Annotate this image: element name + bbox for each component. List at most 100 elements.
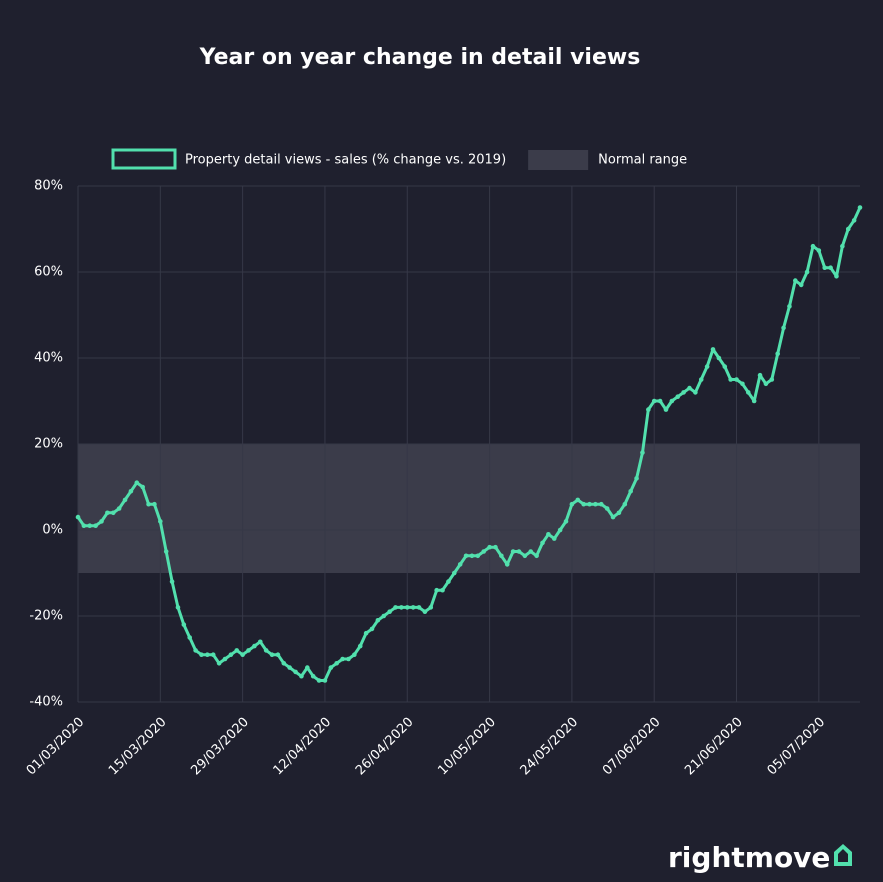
data-point <box>840 243 845 249</box>
data-point <box>452 570 457 576</box>
data-point <box>222 656 228 662</box>
data-point <box>146 501 151 507</box>
data-point <box>769 377 775 382</box>
data-point <box>257 639 263 645</box>
data-point <box>828 265 833 271</box>
y-tick-label: 40% <box>34 351 63 366</box>
data-point <box>693 390 698 395</box>
data-point <box>763 381 769 387</box>
data-point <box>134 480 140 486</box>
data-point <box>387 609 392 614</box>
data-point <box>334 661 340 666</box>
data-point <box>751 398 757 404</box>
data-point <box>193 648 198 653</box>
data-point <box>340 656 345 662</box>
data-point <box>722 364 728 369</box>
data-point <box>734 377 739 382</box>
data-point <box>346 656 351 662</box>
data-point <box>246 648 251 653</box>
data-point <box>757 372 763 378</box>
data-point <box>375 618 381 623</box>
data-point <box>646 407 651 412</box>
data-point <box>75 514 81 520</box>
data-point <box>469 553 475 559</box>
data-point <box>422 609 428 614</box>
data-point <box>305 665 310 670</box>
data-point <box>669 398 675 404</box>
data-point <box>745 390 751 395</box>
data-point <box>551 536 557 541</box>
data-point <box>499 553 504 559</box>
data-point <box>704 364 710 369</box>
data-point <box>634 476 639 481</box>
y-tick-label: 20% <box>34 437 63 452</box>
data-point <box>681 390 686 395</box>
data-point <box>628 489 633 494</box>
data-point <box>152 501 157 507</box>
data-point <box>557 527 563 533</box>
data-point <box>216 661 222 666</box>
data-point <box>522 553 528 559</box>
data-point <box>651 398 657 404</box>
data-point <box>428 605 434 610</box>
brand-logo: rightmove <box>668 841 830 874</box>
data-point <box>534 553 539 559</box>
data-point <box>457 562 463 567</box>
data-point <box>581 501 586 507</box>
data-point <box>140 484 145 490</box>
data-point <box>687 385 692 391</box>
data-point <box>440 587 445 593</box>
data-point <box>87 523 93 528</box>
data-point <box>369 626 375 632</box>
data-point <box>793 278 798 283</box>
data-point <box>181 622 187 627</box>
data-point <box>122 497 128 503</box>
data-point <box>163 549 169 554</box>
data-point <box>851 218 857 223</box>
data-point <box>710 347 716 352</box>
data-point <box>293 669 298 675</box>
data-point <box>128 489 134 494</box>
data-point <box>516 549 522 554</box>
data-point <box>510 549 516 554</box>
data-point <box>740 381 745 387</box>
data-point <box>210 652 216 657</box>
data-point <box>169 579 175 584</box>
data-point <box>357 643 363 649</box>
data-point <box>610 514 616 520</box>
data-point <box>798 282 804 288</box>
data-point <box>504 562 510 567</box>
data-point <box>263 648 269 653</box>
data-point <box>275 652 281 657</box>
data-point <box>598 501 604 507</box>
data-point <box>604 506 610 511</box>
data-point <box>299 673 304 679</box>
data-point <box>287 665 292 670</box>
legend-swatch <box>528 150 589 170</box>
data-point <box>116 506 122 511</box>
data-point <box>810 243 816 249</box>
data-point <box>487 544 492 550</box>
legend-swatch <box>111 148 177 170</box>
y-tick-label: 60% <box>34 265 63 280</box>
data-point <box>493 544 498 550</box>
data-point <box>410 605 416 610</box>
data-point <box>787 304 792 309</box>
data-point <box>528 549 534 554</box>
data-point <box>404 605 410 610</box>
data-point <box>399 605 404 610</box>
data-point <box>475 553 481 559</box>
data-point <box>281 661 287 666</box>
data-point <box>569 501 575 507</box>
data-point <box>546 532 551 537</box>
data-point <box>316 678 322 683</box>
data-point <box>158 519 163 524</box>
data-point <box>381 613 387 619</box>
chart-title: Year on year change in detail views <box>199 45 641 70</box>
data-point <box>857 205 863 210</box>
y-tick-label: 80% <box>34 179 63 194</box>
data-point <box>252 643 257 649</box>
data-point <box>416 605 422 610</box>
data-point <box>228 652 234 657</box>
